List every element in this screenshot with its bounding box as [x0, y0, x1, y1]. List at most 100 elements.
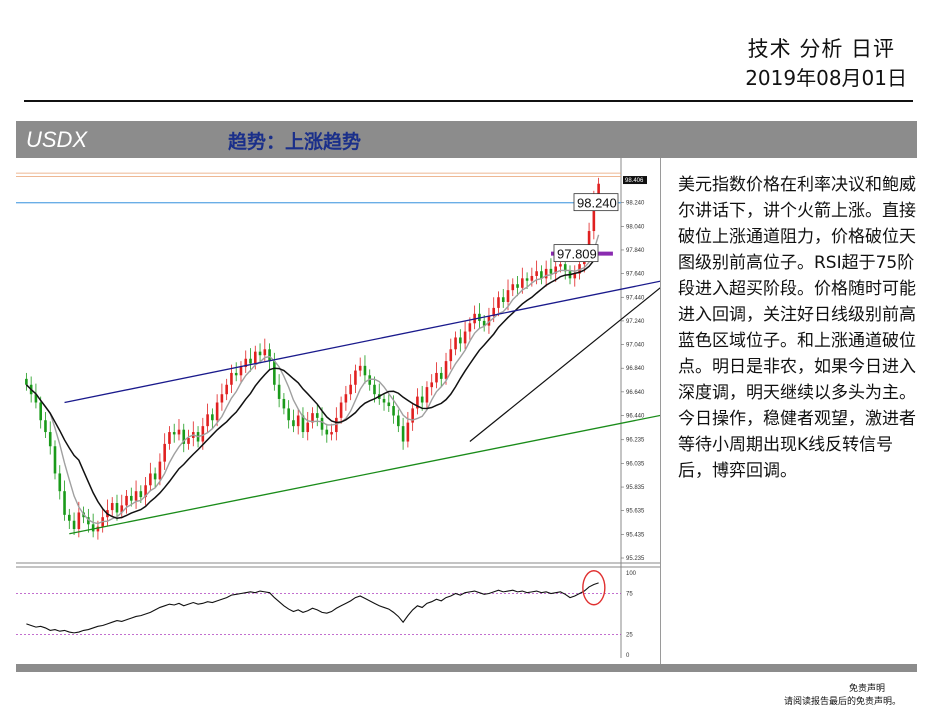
channel-resistance-line: [64, 280, 660, 404]
candle-body: [158, 461, 162, 480]
rsi-tick-label: 25: [626, 633, 633, 639]
price-chart: 98.240 97.809 98.406 98.240 98.040 97.840 97.…: [16, 158, 660, 659]
current-price-box: [623, 176, 647, 185]
candle-body: [478, 313, 481, 321]
candle-body: [549, 268, 553, 274]
candle-body: [315, 413, 319, 418]
candle-body: [239, 367, 243, 376]
candle-body: [34, 394, 38, 403]
candle-body: [87, 517, 90, 525]
chart-lines: 98.240 97.809: [16, 172, 660, 535]
candle-body: [263, 349, 267, 356]
moving-averages: [25, 234, 600, 525]
trend-line: [469, 287, 660, 442]
candle-body: [206, 414, 209, 427]
candle-body: [72, 520, 76, 530]
price-tick-label: 97.040: [626, 343, 645, 349]
candle-body: [182, 429, 186, 444]
candle-body: [91, 524, 95, 532]
candle-body: [129, 495, 133, 501]
candle-body: [501, 297, 505, 302]
candle-body: [220, 394, 224, 403]
candle-body: [25, 378, 28, 385]
candle-body: [354, 370, 357, 385]
candle-body: [125, 495, 128, 506]
price-tick-label: 98.040: [626, 224, 645, 230]
candle-body: [430, 382, 434, 388]
candle-body: [411, 408, 414, 423]
level-label-98240: 98.240: [577, 196, 617, 211]
candle-body: [468, 323, 472, 332]
level-label-98240-box: [573, 193, 619, 212]
candle-body: [115, 503, 119, 513]
price-tick-label: 96.840: [626, 366, 645, 372]
candle-body: [382, 398, 386, 403]
price-tick-label: 97.240: [626, 319, 645, 325]
candle-body: [497, 297, 500, 308]
report-date: 2019年08月01日: [745, 66, 907, 90]
candle-body: [172, 432, 176, 435]
candle-body: [449, 349, 453, 362]
candle-body: [282, 398, 286, 409]
candle-body: [177, 429, 181, 435]
candle-body: [363, 365, 367, 376]
candle-body: [258, 351, 262, 356]
candle-body: [48, 432, 52, 447]
level-label-97809: 97.809: [557, 247, 597, 262]
candle-body: [335, 417, 338, 433]
candle-body: [268, 349, 271, 362]
price-tick-label: 97.640: [626, 272, 645, 278]
price-tick-label: 97.840: [626, 248, 645, 254]
candle-body: [153, 473, 157, 480]
candle-body: [439, 372, 443, 379]
level-label-97809-box: [553, 244, 599, 263]
candle-body: [120, 505, 124, 513]
candle-body: [201, 426, 205, 442]
candle-body: [234, 372, 238, 376]
symbol-label: USDX: [26, 127, 88, 152]
price-tick-label: 96.035: [626, 461, 645, 467]
price-tick-label: 97.440: [626, 295, 645, 301]
price-tick-label: 95.435: [626, 532, 645, 538]
candle-body: [53, 446, 57, 474]
disclaimer-title: 免责声明: [848, 684, 885, 694]
candle-body: [296, 415, 300, 427]
candle-body: [187, 437, 190, 444]
rsi-overbought-circle: [582, 570, 606, 606]
candle-body: [482, 320, 486, 326]
candle-body: [463, 331, 467, 344]
candle-body: [139, 491, 143, 498]
candle-body: [77, 512, 81, 530]
candle-body: [301, 415, 305, 433]
candle-body: [58, 473, 62, 492]
candle-body: [168, 432, 171, 444]
candle-body: [330, 432, 333, 435]
candle-body: [540, 271, 543, 279]
candle-body: [68, 514, 71, 521]
candle-body: [230, 372, 233, 385]
candle-body: [597, 183, 600, 202]
candle-body: [373, 384, 376, 395]
candle-body: [344, 394, 348, 403]
candle-body: [253, 351, 257, 364]
candle-body: [459, 337, 462, 344]
candle-body: [406, 422, 410, 442]
rsi-line: [26, 582, 599, 634]
candle-body: [454, 337, 457, 350]
channel-support-line: [69, 414, 660, 535]
candle-body: [325, 429, 329, 435]
candle-body: [311, 413, 314, 423]
panel-divider: [660, 158, 661, 665]
candle-body: [487, 316, 491, 326]
candle-body: [444, 361, 448, 379]
candle-body: [358, 365, 362, 371]
candle-body: [287, 408, 290, 421]
candle-body: [587, 231, 591, 255]
candle-body: [320, 417, 324, 430]
candle-body: [578, 264, 581, 274]
candle-body: [349, 384, 352, 395]
candle-body: [535, 271, 538, 276]
candle-body: [554, 266, 557, 274]
candle-body: [211, 414, 214, 421]
candle-body: [96, 526, 100, 532]
